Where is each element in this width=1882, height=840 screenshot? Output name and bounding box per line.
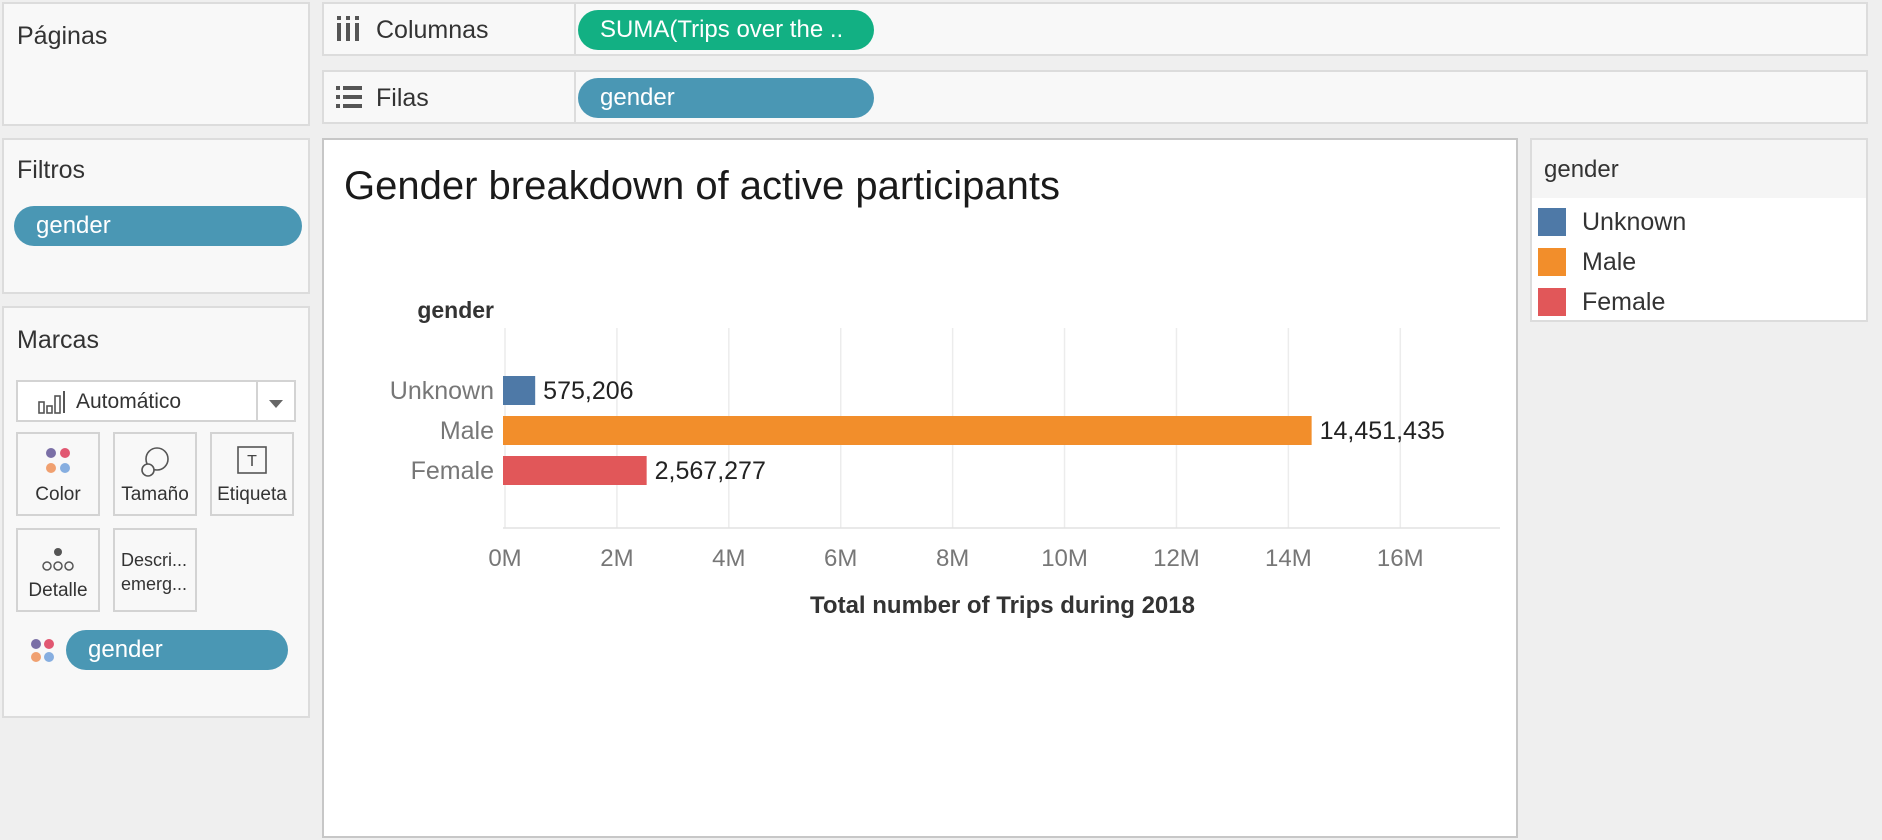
chart-title: Gender breakdown of active participants — [344, 164, 1060, 208]
color-encoding-icon — [30, 638, 56, 669]
category-label: Female — [411, 457, 494, 485]
size-card-label: Tamaño — [121, 484, 189, 505]
data-label: 14,451,435 — [1320, 417, 1445, 445]
x-tick-label: 4M — [712, 545, 745, 572]
legend-header: gender — [1532, 140, 1866, 198]
bar-chart[interactable]: 0M 2M 4M 6M 8M 10M 12M 14M 16M gender Unknown 575,2… — [324, 240, 1516, 840]
label-card-label: Etiqueta — [217, 484, 287, 505]
color-pill-gender[interactable]: gender — [66, 630, 288, 670]
bar — [503, 376, 536, 405]
mark-type-label: Automático — [76, 390, 182, 413]
size-icon — [115, 446, 195, 482]
tooltip-card-label: Descri... emerg... — [121, 550, 188, 594]
color-legend[interactable]: gender Unknown Male Female — [1530, 138, 1868, 322]
rows-shelf-label: Filas — [376, 84, 429, 112]
dropdown-separator — [256, 382, 258, 420]
x-tick-label: 2M — [600, 545, 633, 572]
detail-dots-icon — [18, 546, 98, 582]
label-card[interactable]: T Etiqueta — [210, 432, 294, 516]
legend-label-female: Female — [1582, 288, 1666, 316]
tooltip-card[interactable]: Descri... emerg... — [113, 528, 197, 612]
category-label: Unknown — [390, 377, 494, 405]
color-card[interactable]: Color — [16, 432, 100, 516]
pages-panel[interactable]: Páginas — [2, 2, 310, 126]
legend-swatch-female — [1538, 288, 1566, 316]
x-tick-label: 12M — [1153, 545, 1200, 572]
legend-swatch-unknown — [1538, 208, 1566, 236]
rows-shelf-label-area: Filas — [324, 72, 576, 122]
worksheet-canvas[interactable]: Gender breakdown of active participants … — [322, 138, 1518, 838]
legend-label-unknown: Unknown — [1582, 208, 1687, 236]
legend-swatch-male — [1538, 248, 1566, 276]
color-card-label: Color — [35, 484, 81, 505]
size-card[interactable]: Tamaño — [113, 432, 197, 516]
data-label: 2,567,277 — [655, 457, 766, 485]
filters-panel-title: Filtros — [17, 156, 86, 184]
x-tick-label: 6M — [824, 545, 857, 572]
mark-type-dropdown[interactable]: Automático — [16, 380, 296, 422]
category-label: Male — [440, 417, 494, 445]
columns-pill[interactable]: SUMA(Trips over the .. — [578, 10, 874, 50]
bar-chart-icon — [38, 390, 66, 419]
row-header-label: gender — [417, 297, 494, 323]
marks-panel-title: Marcas — [17, 326, 99, 354]
columns-icon — [336, 16, 360, 47]
x-tick-label: 14M — [1265, 545, 1312, 572]
legend-label-male: Male — [1582, 248, 1637, 276]
svg-text:T: T — [247, 453, 257, 470]
x-axis-title: Total number of Trips during 2018 — [810, 592, 1195, 619]
chevron-down-icon — [268, 396, 284, 414]
detail-card-label: Detalle — [28, 580, 88, 601]
data-label: 575,206 — [543, 377, 633, 405]
columns-shelf[interactable]: Columnas SUMA(Trips over the .. — [322, 2, 1868, 56]
rows-icon — [336, 86, 362, 113]
bar — [503, 456, 647, 485]
columns-shelf-label: Columnas — [376, 16, 489, 44]
legend-title: gender — [1544, 156, 1619, 183]
x-tick-label: 16M — [1377, 545, 1424, 572]
x-tick-label: 8M — [936, 545, 969, 572]
columns-shelf-label-area: Columnas — [324, 4, 576, 54]
filter-pill-gender[interactable]: gender — [14, 206, 302, 246]
filters-panel[interactable]: Filtros gender — [2, 138, 310, 294]
bar — [503, 416, 1312, 445]
rows-pill[interactable]: gender — [578, 78, 874, 118]
rows-shelf[interactable]: Filas gender — [322, 70, 1868, 124]
detail-card[interactable]: Detalle — [16, 528, 100, 612]
x-tick-label: 0M — [488, 545, 521, 572]
color-dots-icon — [18, 446, 98, 482]
label-text-icon: T — [212, 446, 292, 482]
x-tick-label: 10M — [1041, 545, 1088, 572]
pages-panel-title: Páginas — [17, 22, 108, 50]
